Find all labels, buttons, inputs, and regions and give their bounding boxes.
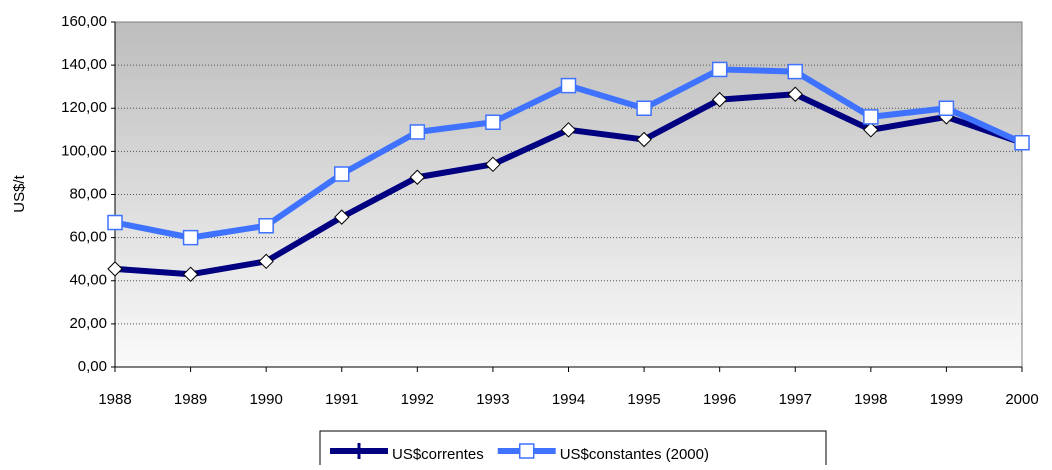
y-tick-label: 20,00	[69, 315, 107, 332]
marker	[636, 131, 652, 148]
legend-box	[319, 430, 827, 468]
marker	[636, 100, 652, 116]
y-tick-label: 60,00	[69, 229, 107, 246]
legend: US$correntes US$constantes (2000)	[319, 430, 827, 468]
x-tick-label: 1992	[401, 391, 434, 408]
marker	[182, 229, 199, 246]
x-tick-label: 1989	[174, 391, 207, 408]
marker	[334, 209, 350, 225]
x-tick-label: 1990	[249, 391, 282, 408]
y-tick-label: 100,00	[61, 142, 107, 159]
marker	[334, 166, 350, 182]
x-tick-label: 1999	[930, 391, 963, 408]
y-tick-label: 140,00	[61, 56, 107, 73]
marker	[711, 61, 728, 78]
marker	[863, 109, 879, 125]
x-tick-label: 1988	[98, 391, 131, 408]
marker	[485, 156, 501, 173]
legend-label: US$correntes	[392, 446, 484, 463]
marker	[409, 124, 426, 140]
x-tick-label: 1996	[703, 391, 736, 408]
marker	[787, 63, 803, 80]
x-tick-label: 1997	[779, 391, 812, 408]
marker	[258, 218, 274, 234]
marker	[258, 253, 274, 270]
marker	[560, 122, 577, 138]
x-tick-label: 1994	[552, 391, 585, 408]
y-tick-label: 40,00	[69, 272, 107, 289]
y-tick-label: 160,00	[61, 13, 107, 30]
marker	[560, 77, 577, 94]
marker	[711, 91, 728, 108]
x-tick-label: 1995	[627, 391, 660, 408]
x-tick-label: 2000	[1005, 391, 1038, 408]
marker	[409, 169, 426, 185]
marker	[107, 214, 123, 231]
marker	[107, 261, 123, 277]
x-tick-label: 1991	[325, 391, 358, 408]
legend-label: US$constantes (2000)	[560, 446, 709, 463]
marker	[787, 86, 803, 102]
x-tick-label: 1998	[854, 391, 887, 408]
marker	[1014, 135, 1030, 151]
marker	[863, 122, 879, 138]
y-tick-label: 120,00	[61, 99, 107, 116]
y-axis-label: US$/t	[11, 174, 28, 212]
marker	[485, 114, 501, 131]
y-tick-label: 80,00	[69, 185, 107, 202]
marker	[938, 100, 955, 116]
x-tick-label: 1993	[476, 391, 509, 408]
marker	[518, 443, 535, 459]
marker	[182, 266, 199, 282]
y-tick-label: 0,00	[78, 358, 107, 375]
